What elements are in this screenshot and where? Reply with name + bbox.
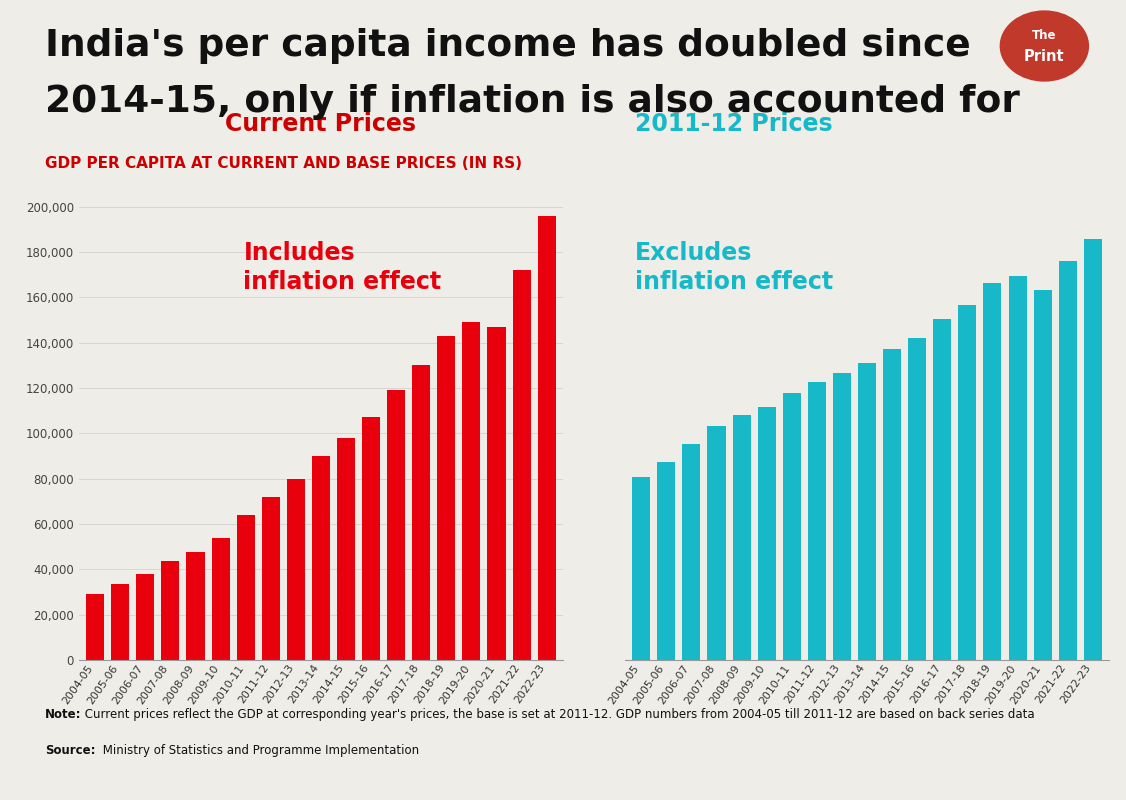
Text: 2011-12 Prices: 2011-12 Prices [635, 112, 832, 136]
Bar [488, 327, 506, 660]
Bar [287, 478, 305, 660]
Bar [363, 418, 381, 660]
Bar [933, 319, 951, 660]
Bar [658, 462, 676, 660]
Bar [958, 305, 976, 660]
Bar [463, 322, 481, 660]
Text: Note:: Note: [45, 708, 81, 721]
Bar [883, 349, 901, 660]
Bar [707, 426, 725, 660]
Bar [437, 336, 455, 660]
Bar [387, 390, 405, 660]
Bar [161, 562, 179, 660]
Text: Ministry of Statistics and Programme Implementation: Ministry of Statistics and Programme Imp… [99, 744, 419, 757]
Bar [537, 216, 556, 660]
Text: Current prices reflect the GDP at corresponding year's prices, the base is set a: Current prices reflect the GDP at corres… [81, 708, 1035, 721]
Bar [858, 363, 876, 660]
Bar [807, 382, 825, 660]
Bar [111, 584, 129, 660]
Bar [682, 444, 700, 660]
Text: Excludes
inflation effect: Excludes inflation effect [635, 241, 833, 294]
Bar [86, 594, 105, 660]
Bar [136, 574, 154, 660]
Bar [337, 438, 355, 660]
Bar [783, 393, 801, 660]
Bar [212, 538, 230, 660]
Text: Print: Print [1024, 49, 1065, 64]
Text: Current Prices: Current Prices [225, 112, 417, 136]
Text: 2014-15, only if inflation is also accounted for: 2014-15, only if inflation is also accou… [45, 84, 1020, 120]
Text: The: The [1033, 29, 1056, 42]
Bar [1009, 275, 1027, 660]
Bar [833, 373, 851, 660]
Bar [1058, 261, 1076, 660]
Text: Source:: Source: [45, 744, 96, 757]
Bar [758, 407, 776, 660]
Bar [261, 497, 279, 660]
Bar [512, 270, 530, 660]
Text: Includes
inflation effect: Includes inflation effect [243, 241, 441, 294]
Bar [733, 414, 751, 660]
Bar [1034, 290, 1052, 660]
Bar [187, 552, 205, 660]
Bar [983, 283, 1001, 660]
Bar [412, 366, 430, 660]
Bar [312, 456, 330, 660]
Text: GDP PER CAPITA AT CURRENT AND BASE PRICES (IN RS): GDP PER CAPITA AT CURRENT AND BASE PRICE… [45, 156, 522, 171]
Bar [236, 515, 254, 660]
Text: India's per capita income has doubled since: India's per capita income has doubled si… [45, 28, 971, 64]
Circle shape [1000, 11, 1089, 81]
Bar [632, 477, 651, 660]
Bar [1083, 239, 1102, 660]
Bar [909, 338, 927, 660]
